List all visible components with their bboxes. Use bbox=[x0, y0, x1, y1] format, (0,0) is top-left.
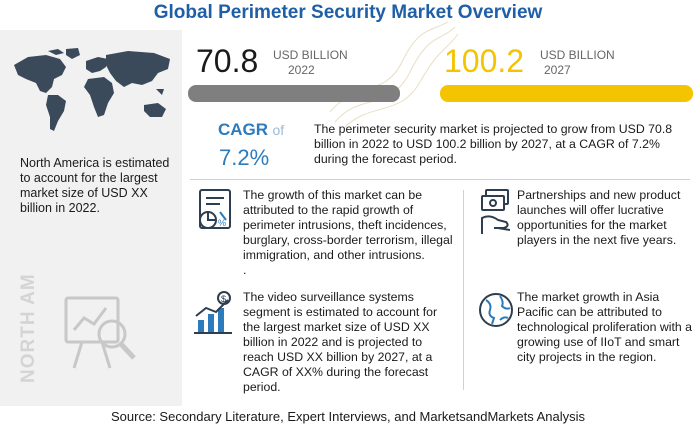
divider-vertical bbox=[463, 190, 464, 390]
cagr-value: 7.2% bbox=[219, 145, 270, 170]
svg-text:$: $ bbox=[221, 294, 226, 304]
decorative-lines bbox=[330, 22, 460, 132]
market-end-value: 100.2 bbox=[444, 43, 525, 79]
market-start-year: 2022 bbox=[288, 63, 315, 77]
market-summary: The perimeter security market is project… bbox=[314, 122, 673, 166]
region-note: North America is estimated to account fo… bbox=[20, 156, 170, 215]
divider-horizontal bbox=[190, 179, 690, 180]
cagr-label: CAGR bbox=[218, 120, 269, 139]
cagr-of: of bbox=[272, 122, 285, 138]
insight-opportunities: Partnerships and new product launches wi… bbox=[517, 188, 681, 247]
opportunity-money-icon bbox=[476, 186, 516, 238]
analysis-magnifier-icon bbox=[60, 292, 140, 374]
insight-video-surveillance: The video surveillance systems segment i… bbox=[243, 290, 438, 394]
source-note: Source: Secondary Literature, Expert Int… bbox=[111, 409, 585, 424]
market-end-bar bbox=[440, 85, 693, 102]
insight-asia-pacific: The market growth in Asia Pacific can be… bbox=[517, 290, 692, 364]
stray-mark: . bbox=[243, 263, 247, 277]
svg-text:%: % bbox=[218, 218, 226, 228]
market-end-unit: USD BILLION bbox=[540, 48, 615, 62]
region-watermark: NORTH AMERICA bbox=[8, 275, 64, 385]
market-end-year: 2027 bbox=[544, 63, 571, 77]
globe-icon bbox=[476, 290, 516, 330]
region-watermark-text: NORTH AMERICA bbox=[18, 275, 39, 383]
market-start-unit: USD BILLION bbox=[273, 48, 348, 62]
growth-drivers-icon: % bbox=[192, 186, 236, 236]
video-surveillance-chart-icon: $ bbox=[192, 290, 236, 336]
world-map-icon bbox=[8, 45, 178, 140]
market-start-bar bbox=[188, 85, 400, 102]
market-start-value: 70.8 bbox=[196, 43, 259, 79]
page-title: Global Perimeter Security Market Overvie… bbox=[153, 2, 543, 23]
cagr-heading: CAGR of bbox=[218, 120, 284, 140]
insight-growth-drivers: The growth of this market can be attribu… bbox=[243, 188, 453, 262]
